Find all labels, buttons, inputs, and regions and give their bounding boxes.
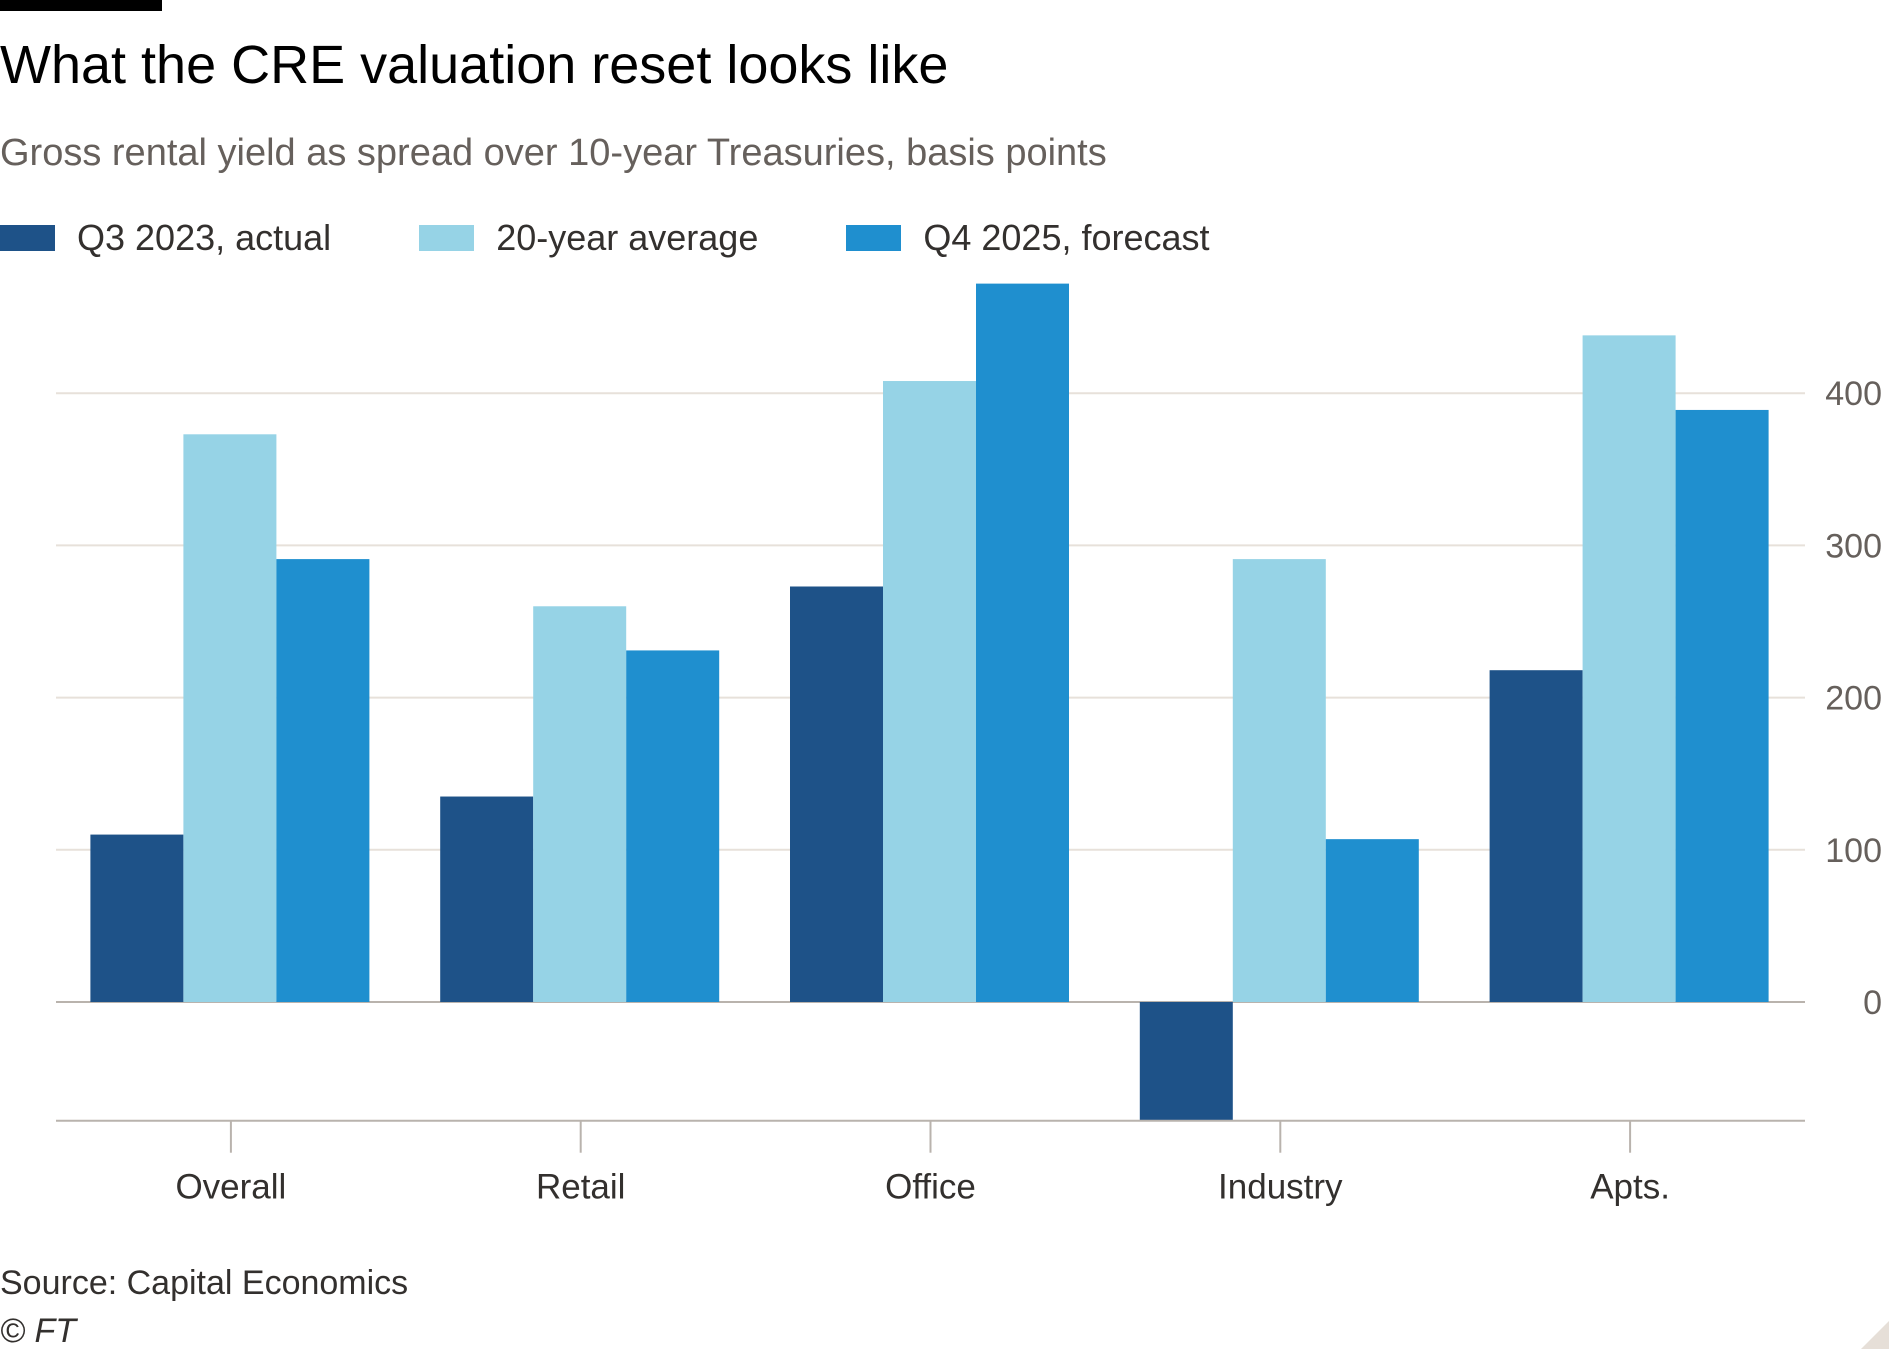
bar-apts-series-1 — [1582, 335, 1676, 1002]
x-category-label: Apts. — [1590, 1168, 1670, 1207]
y-tick-label: 200 — [1825, 680, 1882, 718]
legend-swatch-q4-2025 — [846, 225, 902, 251]
legend-swatch-20-year-average — [419, 225, 475, 251]
legend-label-q4-2025: Q4 2025, forecast — [923, 217, 1210, 258]
corner-fold — [1861, 1321, 1889, 1349]
x-category-label: Office — [885, 1168, 976, 1207]
bar-industry-series-0 — [1139, 1002, 1233, 1121]
bar-chart: 0 100 200 300 400 Overall Retail Office Industry… — [56, 283, 1882, 1207]
bar-office-series-1 — [883, 381, 976, 1002]
chart-title: What the CRE valuation reset looks like — [0, 35, 949, 95]
x-category-label: Industry — [1218, 1168, 1343, 1207]
chart-subtitle: Gross rental yield as spread over 10-yea… — [0, 132, 1107, 174]
legend-swatch-q3-2023 — [0, 225, 55, 251]
top-accent-bar — [0, 0, 162, 11]
bar-apts-series-0 — [1489, 670, 1583, 1002]
copyright-note: © FT — [0, 1312, 77, 1350]
y-tick-label: 0 — [1863, 984, 1882, 1022]
bar-overall-series-1 — [183, 434, 277, 1002]
source-note: Source: Capital Economics — [0, 1264, 409, 1302]
y-tick-label: 300 — [1825, 527, 1882, 565]
x-category-label: Overall — [175, 1168, 286, 1207]
bar-overall-series-2 — [276, 559, 370, 1002]
legend-item-20-year-average: 20-year average — [419, 217, 758, 259]
x-category-label: Retail — [536, 1168, 625, 1207]
bar-retail-series-2 — [626, 650, 720, 1002]
bar-industry-series-2 — [1325, 839, 1419, 1002]
bar-retail-series-0 — [440, 796, 534, 1002]
legend-label-20-year-average: 20-year average — [496, 217, 759, 258]
bar-office-series-2 — [976, 283, 1069, 1003]
legend-item-q3-2023: Q3 2023, actual — [0, 217, 331, 259]
bar-overall-series-0 — [90, 834, 184, 1002]
bar-apts-series-2 — [1675, 409, 1769, 1002]
y-tick-label: 100 — [1825, 832, 1882, 870]
legend-label-q3-2023: Q3 2023, actual — [77, 217, 332, 258]
legend: Q3 2023, actual 20-year average Q4 2025,… — [0, 216, 1298, 260]
y-tick-label: 400 — [1825, 375, 1882, 413]
bar-office-series-0 — [790, 586, 883, 1002]
legend-item-q4-2025: Q4 2025, forecast — [846, 217, 1210, 259]
bar-retail-series-1 — [533, 606, 627, 1002]
bar-industry-series-1 — [1232, 559, 1326, 1002]
